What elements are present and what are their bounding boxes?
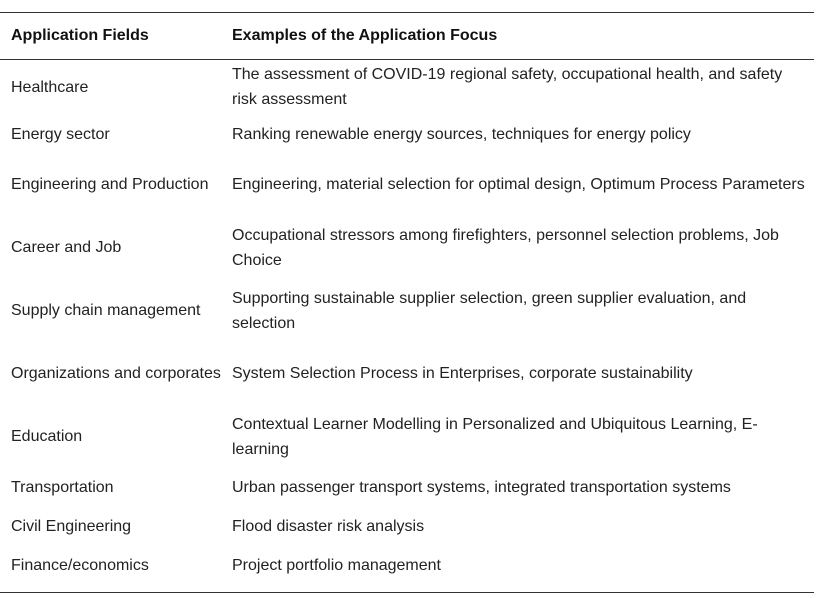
table-top-rule xyxy=(0,12,814,13)
field-cell: Education xyxy=(11,428,83,445)
column-header-focus: Examples of the Application Focus xyxy=(232,27,498,44)
focus-cell: Urban passenger transport systems, integ… xyxy=(232,479,731,496)
table-row: Organizations and corporates System Sele… xyxy=(0,342,814,405)
table-row: Education Contextual Learner Modelling i… xyxy=(0,405,814,468)
table-header-rule xyxy=(0,59,814,60)
table-row: Career and Job Occupational stressors am… xyxy=(0,216,814,279)
table-body: Healthcare The assessment of COVID-19 re… xyxy=(0,59,814,585)
field-cell: Transportation xyxy=(11,479,114,496)
focus-cell: Engineering, material selection for opti… xyxy=(232,176,805,193)
focus-cell: Ranking renewable energy sources, techni… xyxy=(232,125,691,143)
field-cell: Healthcare xyxy=(11,78,89,96)
focus-cell: Supporting sustainable supplier selectio… xyxy=(232,289,747,332)
table-row: Transportation Urban passenger transport… xyxy=(0,468,814,507)
table-row: Engineering and Production Engineering, … xyxy=(0,153,814,216)
focus-cell: System Selection Process in Enterprises,… xyxy=(232,365,693,382)
field-cell: Career and Job xyxy=(11,239,122,256)
field-cell: Organizations and corporates xyxy=(11,365,221,382)
table-row: Finance/economics Project portfolio mana… xyxy=(0,545,814,585)
header-row: Application Fields Examples of the Appli… xyxy=(0,13,814,59)
focus-cell: Occupational stressors among firefighter… xyxy=(232,226,779,269)
table-row: Civil Engineering Flood disaster risk an… xyxy=(0,507,814,545)
application-fields-table: Application Fields Examples of the Appli… xyxy=(0,13,814,585)
table-row: Energy sector Ranking renewable energy s… xyxy=(0,115,814,153)
field-cell: Supply chain management xyxy=(11,302,201,319)
field-cell: Finance/economics xyxy=(11,556,149,574)
table-bottom-rule xyxy=(0,592,814,593)
table-header: Application Fields Examples of the Appli… xyxy=(0,13,814,59)
field-cell: Engineering and Production xyxy=(11,176,209,193)
table-row: Supply chain management Supporting susta… xyxy=(0,279,814,342)
focus-cell: Project portfolio management xyxy=(232,556,441,574)
focus-cell: Flood disaster risk analysis xyxy=(232,517,425,535)
focus-cell: Contextual Learner Modelling in Personal… xyxy=(232,415,758,458)
field-cell: Energy sector xyxy=(11,125,110,143)
table-row: Healthcare The assessment of COVID-19 re… xyxy=(0,59,814,115)
field-cell: Civil Engineering xyxy=(11,517,132,535)
focus-cell: The assessment of COVID-19 regional safe… xyxy=(232,66,783,108)
column-header-fields: Application Fields xyxy=(11,27,149,44)
